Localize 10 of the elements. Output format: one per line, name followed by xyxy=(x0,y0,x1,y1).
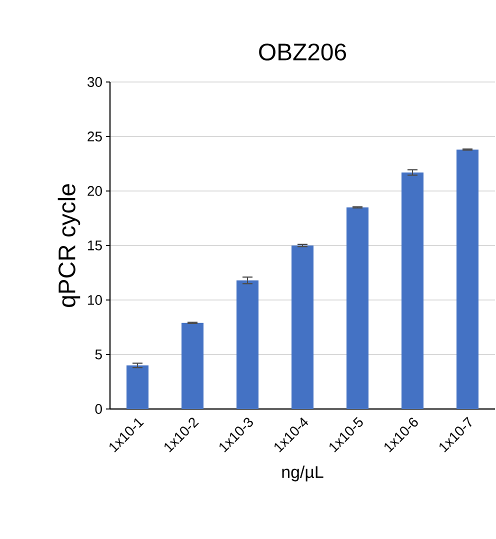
y-tick-label: 10 xyxy=(88,295,102,305)
y-tick-label: 30 xyxy=(88,77,102,87)
y-tick-label: 5 xyxy=(95,350,102,360)
y-tick-label: 20 xyxy=(88,186,102,196)
y-tick-label: 0 xyxy=(95,404,102,414)
y-tick-label: 15 xyxy=(88,240,102,250)
chart-title: OBZ206 xyxy=(259,44,346,60)
y-axis-title: qPCR cycle xyxy=(58,184,80,307)
x-axis-title: ng/µL xyxy=(282,466,324,482)
y-tick-label: 25 xyxy=(88,132,102,142)
